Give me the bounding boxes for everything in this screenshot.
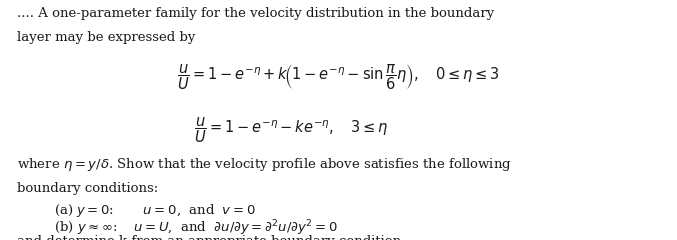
Text: $\dfrac{u}{U} = 1 - e^{-\eta} - ke^{-\eta}, \quad 3 \leq \eta$: $\dfrac{u}{U} = 1 - e^{-\eta} - ke^{-\et… [194,115,389,145]
Text: (b) $y \approx \infty$:    $u = U$,  and  $\partial u/\partial y = \partial^2 u/: (b) $y \approx \infty$: $u = U$, and $\p… [54,218,338,238]
Text: and determine k from an appropriate boundary condition.: and determine k from an appropriate boun… [17,235,406,240]
Text: (a) $y = 0$:       $u = 0$,  and  $v = 0$: (a) $y = 0$: $u = 0$, and $v = 0$ [54,202,256,219]
Text: boundary conditions:: boundary conditions: [17,182,158,195]
Text: where $\eta = y/\delta$. Show that the velocity profile above satisfies the foll: where $\eta = y/\delta$. Show that the v… [17,156,512,173]
Text: $\dfrac{u}{U} = 1 - e^{-\eta} + k\!\left(1 - e^{-\eta} - \sin\dfrac{\pi}{6}\eta\: $\dfrac{u}{U} = 1 - e^{-\eta} + k\!\left… [177,62,500,92]
Text: .... A one-parameter family for the velocity distribution in the boundary: .... A one-parameter family for the velo… [17,7,494,20]
Text: layer may be expressed by: layer may be expressed by [17,31,195,44]
